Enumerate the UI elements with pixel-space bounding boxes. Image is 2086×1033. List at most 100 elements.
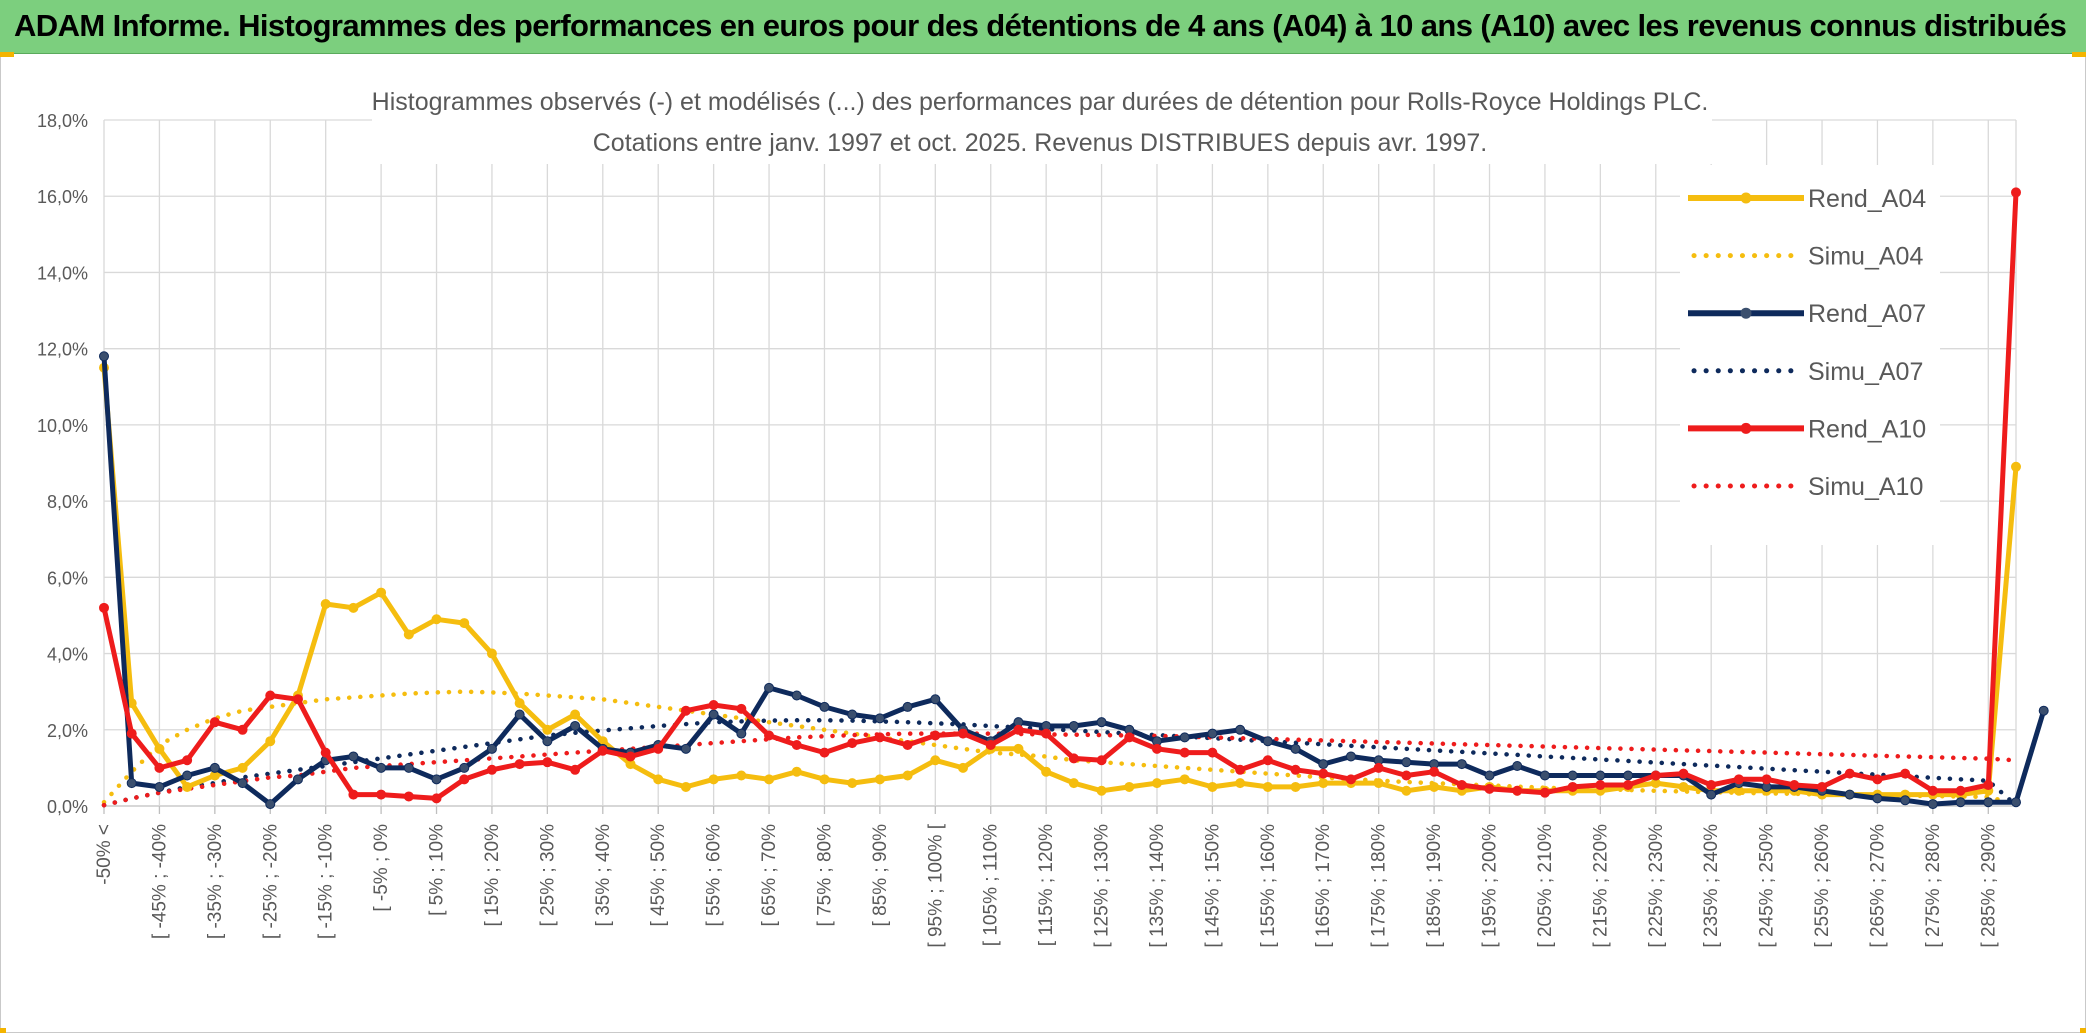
data-point-rend-a10 — [292, 694, 303, 705]
x-tick-label: [ 135% ; 140% — [1147, 824, 1168, 948]
data-point-rend-a07 — [1567, 770, 1578, 781]
data-point-rend-a10 — [320, 747, 331, 758]
x-tick-label: [ 215% ; 220% — [1590, 824, 1611, 948]
data-point-rend-a10 — [1872, 774, 1883, 785]
data-point-rend-a10 — [237, 724, 248, 735]
data-point-rend-a04 — [154, 743, 165, 754]
series-line-rend-a04 — [101, 367, 2019, 798]
data-point-rend-a07 — [1512, 760, 1523, 771]
y-axis-ticks: 0,0% 2,0% 4,0% 6,0% 8,0% 10,0% 12,0% 14,0% 16,0%… — [37, 111, 88, 817]
data-point-rend-a07 — [1927, 799, 1938, 810]
data-point-rend-a04 — [182, 781, 193, 792]
data-point-rend-a10 — [930, 730, 941, 741]
data-point-rend-a04 — [570, 709, 581, 720]
x-tick-label: [ 245% ; 250% — [1757, 824, 1778, 948]
x-tick-label: [ -5% ; 0% — [371, 824, 392, 912]
data-point-rend-a10 — [1567, 781, 1578, 792]
data-point-rend-a07 — [459, 762, 470, 773]
data-point-rend-a10 — [1844, 768, 1855, 779]
data-point-rend-a10 — [791, 740, 802, 751]
data-point-rend-a10 — [680, 705, 691, 716]
x-tick-label: [ -25% ; -20% — [260, 824, 281, 939]
data-point-rend-a07 — [126, 778, 137, 789]
data-point-rend-a04 — [847, 778, 858, 789]
x-axis-ticks: -50% < [ -45% ; -40% [ -35% ; -30% [ -25% ;… — [94, 806, 1999, 948]
data-point-rend-a10 — [2011, 187, 2021, 198]
x-tick-label: [ 25% ; 30% — [537, 824, 558, 927]
data-point-rend-a10 — [708, 700, 719, 711]
data-point-rend-a07 — [1706, 789, 1717, 800]
x-tick-label: [ -45% ; -40% — [149, 824, 170, 939]
data-point-rend-a10 — [1678, 768, 1689, 779]
data-point-rend-a04 — [1096, 785, 1107, 796]
x-tick-label: [ 165% ; 170% — [1313, 824, 1334, 948]
data-point-rend-a10 — [570, 764, 581, 775]
data-point-rend-a04 — [1124, 781, 1135, 792]
data-point-rend-a07 — [1401, 757, 1412, 768]
data-point-rend-a10 — [958, 728, 969, 739]
data-point-rend-a10 — [847, 738, 858, 749]
data-point-rend-a07 — [708, 709, 719, 720]
x-tick-label: [ 155% ; 160% — [1258, 824, 1279, 948]
y-tick-label: 4,0% — [47, 645, 88, 665]
data-point-rend-a10 — [1179, 747, 1190, 758]
data-point-rend-a07 — [1844, 789, 1855, 800]
data-point-rend-a10 — [348, 789, 359, 800]
report-title: ADAM Informe. Histogrammes des performan… — [14, 8, 2067, 43]
y-tick-label: 16,0% — [37, 187, 88, 207]
data-point-rend-a04 — [680, 781, 691, 792]
data-point-rend-a07 — [292, 774, 303, 785]
data-point-rend-a04 — [764, 774, 775, 785]
data-point-rend-a10 — [985, 740, 996, 751]
data-point-rend-a10 — [1318, 768, 1329, 779]
data-point-rend-a10 — [1623, 780, 1634, 791]
data-point-rend-a10 — [459, 774, 470, 785]
data-point-rend-a10 — [99, 602, 109, 613]
x-tick-label: [ 5% ; 10% — [427, 824, 448, 916]
data-point-rend-a10 — [1900, 768, 1911, 779]
x-tick-label: [ 255% ; 260% — [1812, 824, 1833, 948]
data-point-rend-a07 — [1539, 770, 1550, 781]
data-point-rend-a07 — [1345, 751, 1356, 762]
x-tick-label: [ 235% ; 240% — [1701, 824, 1722, 948]
data-point-rend-a10 — [182, 755, 193, 766]
data-point-rend-a10 — [1207, 747, 1218, 758]
data-point-rend-a07 — [1318, 759, 1329, 770]
data-point-rend-a07 — [1235, 724, 1246, 735]
legend-marker-rend-a04 — [1740, 192, 1752, 204]
y-tick-label: 18,0% — [37, 111, 88, 131]
corner-accent — [2072, 52, 2086, 57]
data-point-rend-a04 — [1678, 781, 1689, 792]
y-tick-label: 6,0% — [47, 568, 88, 588]
chart-title-line1: Histogrammes observés (-) et modélisés (… — [372, 88, 1709, 116]
data-point-rend-a04 — [902, 770, 913, 781]
data-point-rend-a04 — [1041, 766, 1052, 777]
data-point-rend-a10 — [1124, 732, 1135, 743]
data-point-rend-a04 — [1318, 778, 1329, 789]
data-point-rend-a10 — [1789, 780, 1800, 791]
x-tick-label: [ -15% ; -10% — [316, 824, 337, 939]
data-point-rend-a10 — [1345, 774, 1356, 785]
data-point-rend-a10 — [625, 751, 636, 762]
data-point-rend-a07 — [154, 781, 165, 792]
legend-marker-rend-a07 — [1740, 307, 1752, 319]
x-tick-label: -50% < — [94, 824, 115, 885]
data-point-rend-a07 — [237, 778, 248, 789]
data-point-rend-a04 — [514, 698, 525, 709]
data-point-rend-a07 — [1290, 743, 1301, 754]
data-point-rend-a07 — [1955, 797, 1966, 808]
data-point-rend-a04 — [874, 774, 885, 785]
x-tick-label: [ 45% ; 50% — [648, 824, 669, 927]
legend-label-simu-a10: Simu_A10 — [1808, 473, 1923, 501]
data-point-rend-a10 — [1595, 780, 1606, 791]
legend-label-rend-a04: Rend_A04 — [1808, 185, 1926, 213]
data-point-rend-a07 — [209, 762, 220, 773]
data-point-rend-a04 — [1290, 781, 1301, 792]
data-point-rend-a10 — [209, 717, 220, 728]
data-point-rend-a10 — [1235, 764, 1246, 775]
data-point-rend-a10 — [1733, 774, 1744, 785]
data-point-rend-a04 — [1429, 781, 1440, 792]
data-point-rend-a04 — [1373, 778, 1384, 789]
data-point-rend-a07 — [431, 774, 442, 785]
